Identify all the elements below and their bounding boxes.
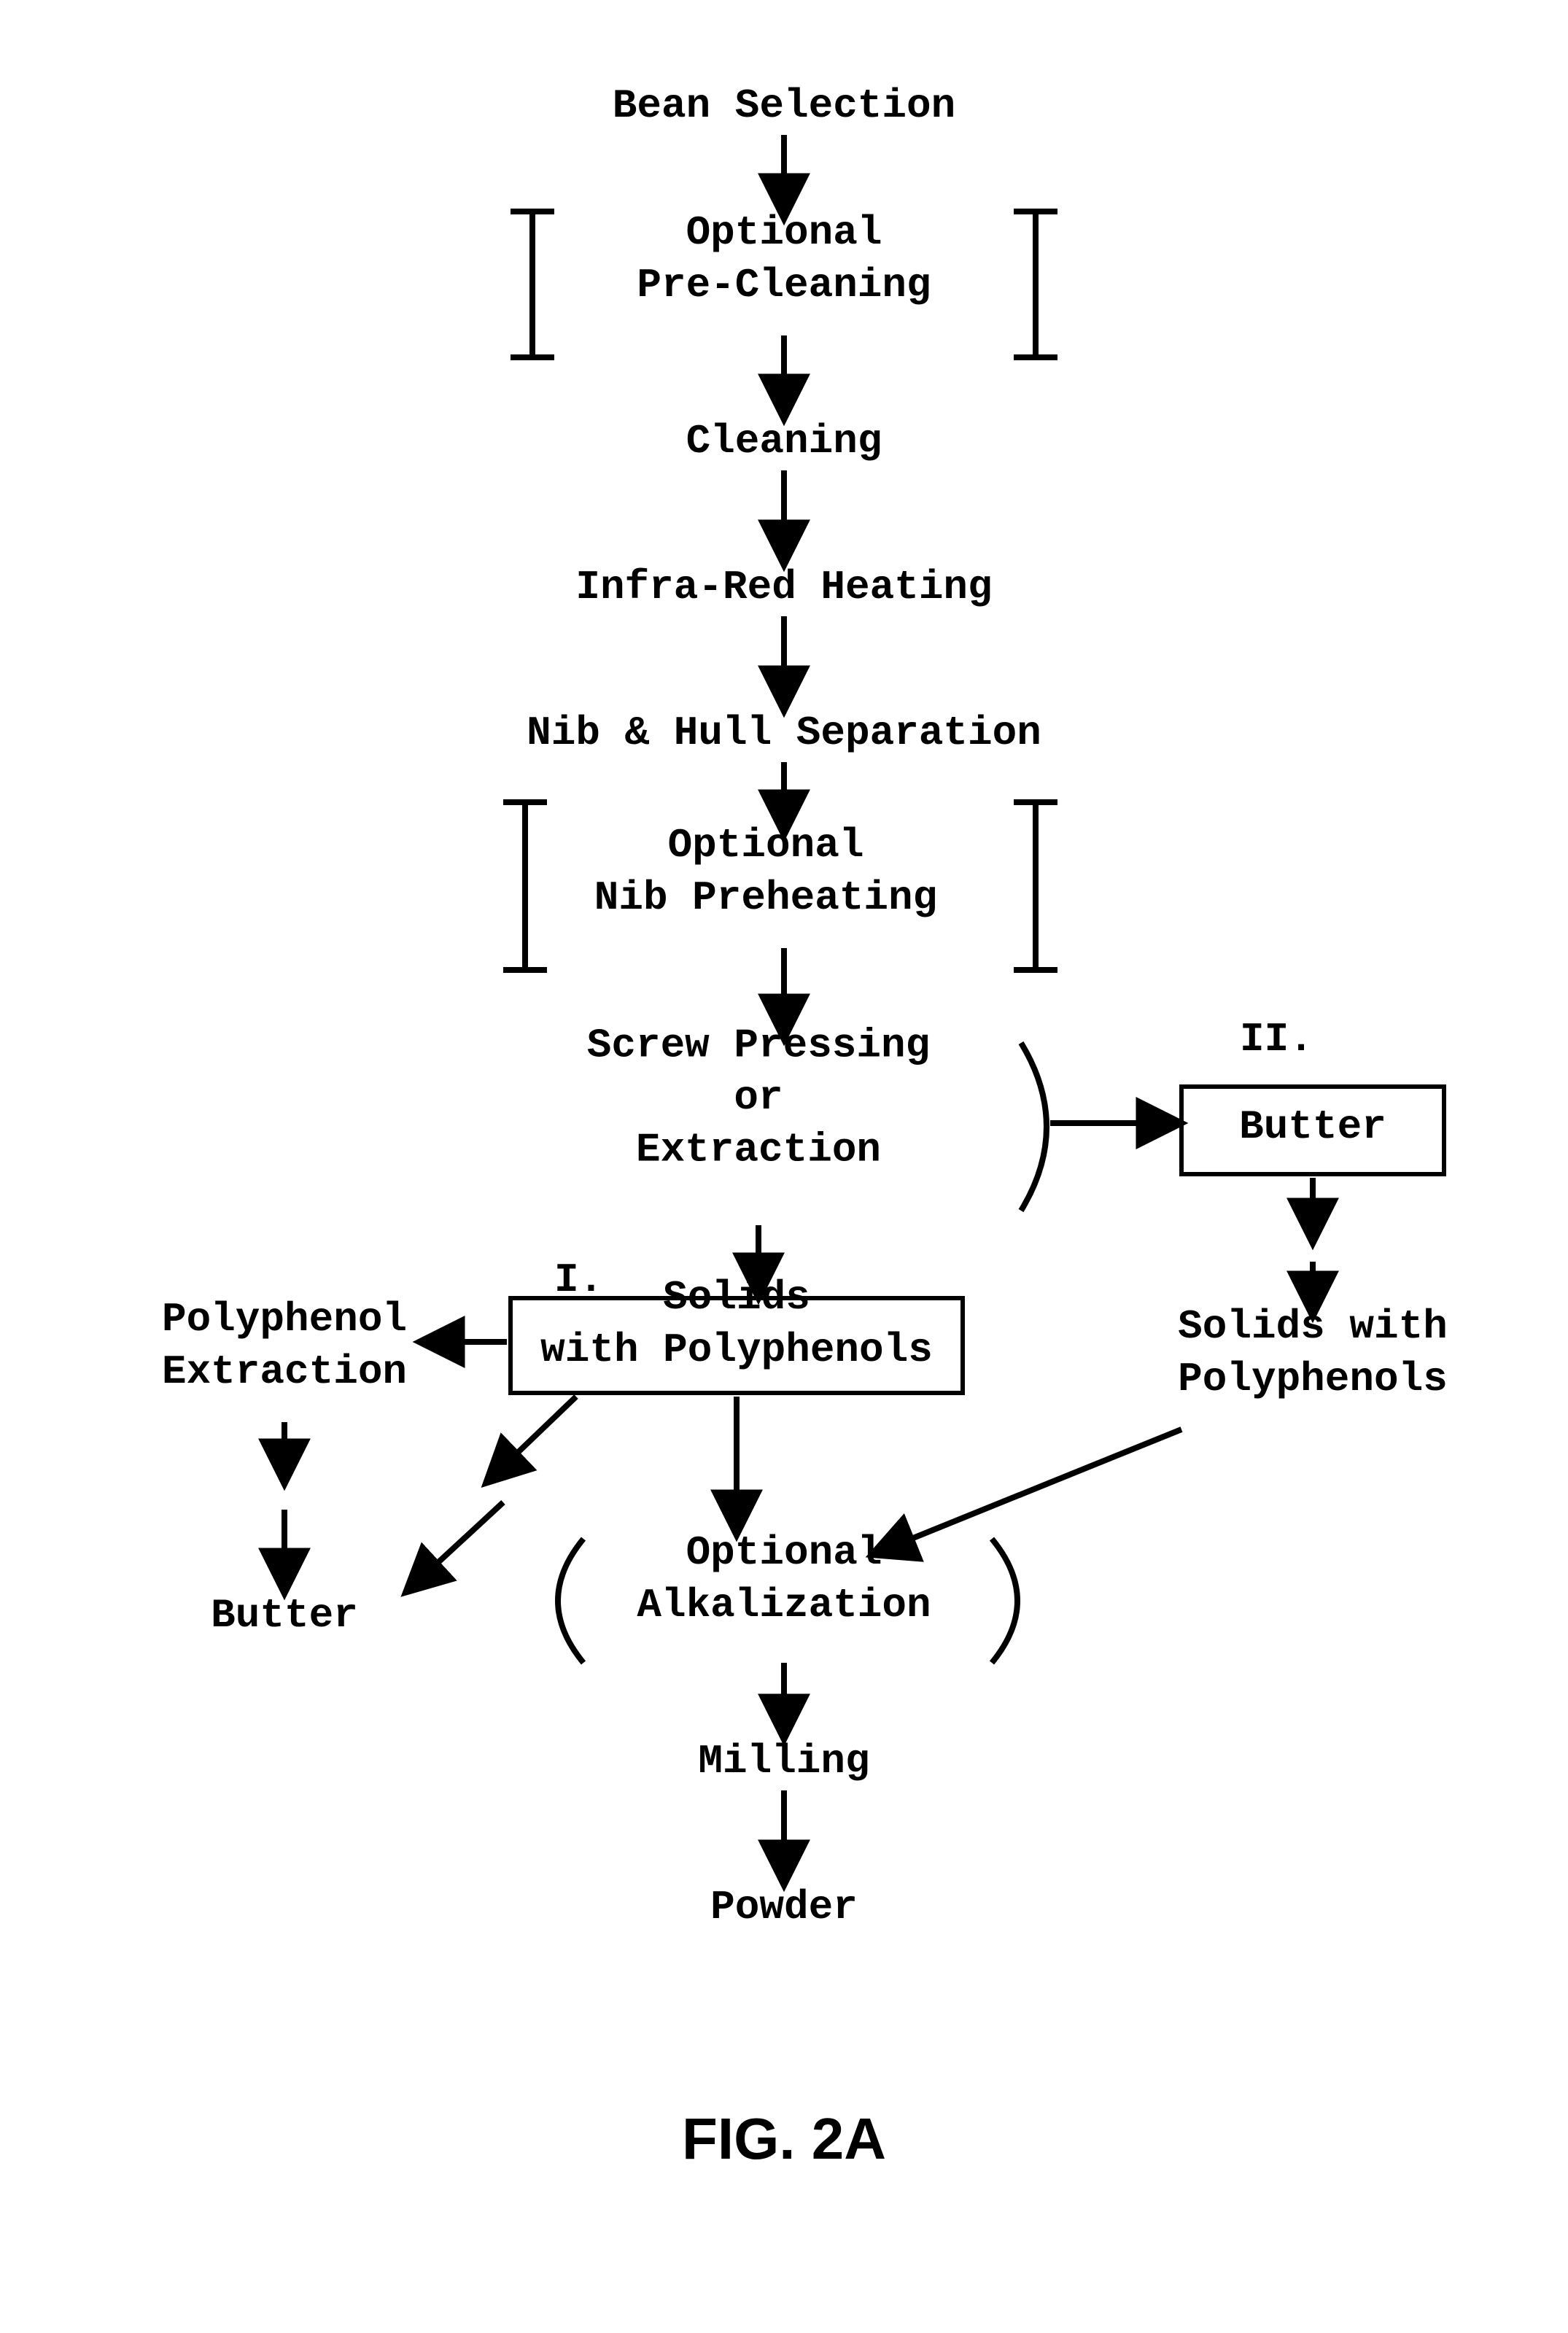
powder-label: Powder [710,1884,858,1930]
nib_hull-label: Nib & Hull Separation [527,710,1041,756]
butter_left-label: Butter [211,1592,358,1639]
paren [1021,1043,1047,1211]
pre_cleaning-label: OptionalPre-Cleaning [637,209,931,308]
butter_II-roman: II. [1240,1016,1313,1063]
paren [558,1539,583,1663]
cleaning-label: Cleaning [686,418,882,465]
bean_selection-label: Bean Selection [613,82,955,129]
milling-label: Milling [698,1738,869,1785]
arrow-13 [489,1397,576,1480]
paren [992,1539,1017,1663]
solids_right-label: Solids withPolyphenols [1178,1303,1448,1402]
screw_press-label: Screw PressingorExtraction [587,1022,930,1173]
poly_extract-label: PolyphenolExtraction [162,1296,407,1395]
nib_preheat-label: OptionalNib Preheating [594,822,937,921]
butter_II-label: Butter [1239,1103,1386,1150]
opt_alkal-label: OptionalAlkalization [637,1529,931,1629]
figure-caption: FIG. 2A [682,2106,886,2171]
arrow-16 [875,1429,1181,1553]
infra_red-label: Infra-Red Heating [575,564,992,610]
solids_I-roman: I. [554,1257,603,1303]
arrow-14 [408,1502,503,1590]
